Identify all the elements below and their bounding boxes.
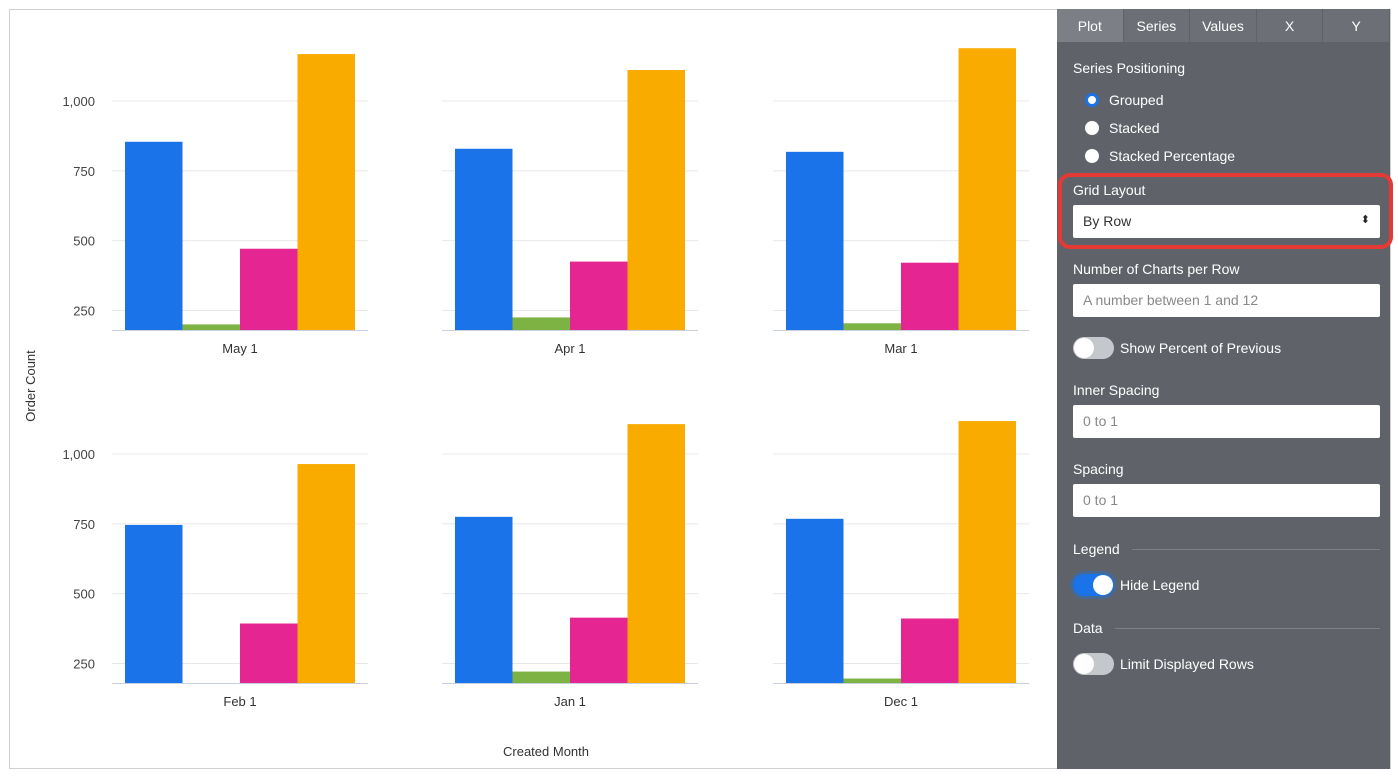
spacing-label: Spacing — [1073, 461, 1124, 477]
bar — [958, 48, 1016, 330]
grid-layout-value: By Row — [1083, 213, 1132, 229]
limit-rows-toggle[interactable] — [1073, 653, 1114, 675]
x-axis-label: Created Month — [503, 744, 589, 759]
hide-legend-toggle[interactable] — [1073, 574, 1114, 596]
y-tick-label: 500 — [73, 234, 95, 249]
panel-label: Apr 1 — [554, 341, 585, 356]
toggle-knob — [1074, 338, 1094, 358]
toggle-knob — [1093, 575, 1113, 595]
bar — [240, 623, 298, 683]
radio-grouped[interactable]: Grouped — [1085, 92, 1163, 108]
small-multiples-chart: Order Count Created Month 250 500 750 1,000… — [23, 48, 1029, 759]
y-tick-label: 500 — [73, 587, 95, 602]
panel-label: May 1 — [222, 341, 257, 356]
data-section-title: Data — [1073, 620, 1103, 636]
bar — [843, 678, 901, 683]
legend-section-title: Legend — [1073, 541, 1120, 557]
spacing-input[interactable]: 0 to 1 — [1073, 484, 1380, 517]
legend-section: Legend — [1073, 541, 1380, 557]
divider — [1131, 548, 1380, 550]
inner-spacing-input[interactable]: 0 to 1 — [1073, 405, 1380, 438]
radio-checked-icon — [1085, 93, 1099, 107]
bar — [512, 317, 570, 330]
bar — [627, 424, 685, 683]
y-tick-label: 1,000 — [62, 94, 95, 109]
bar — [786, 518, 844, 683]
bar — [570, 617, 628, 683]
radio-stacked[interactable]: Stacked — [1085, 120, 1160, 136]
bar — [627, 70, 685, 330]
y-tick-label: 750 — [73, 164, 95, 179]
show-percent-toggle[interactable] — [1073, 337, 1114, 359]
settings-panel: Plot Series Values X Y Series Positionin… — [1057, 9, 1390, 769]
radio-stacked-percentage[interactable]: Stacked Percentage — [1085, 148, 1235, 164]
select-arrows-icon: ⬍ — [1360, 214, 1370, 226]
bar — [455, 148, 513, 330]
radio-label: Stacked — [1109, 120, 1160, 136]
tab-x[interactable]: X — [1257, 9, 1324, 42]
show-percent-label: Show Percent of Previous — [1120, 340, 1282, 356]
radio-label: Stacked Percentage — [1109, 148, 1236, 164]
grid-layout-select[interactable]: By Row ⬍ — [1073, 205, 1380, 238]
bar — [125, 524, 183, 683]
charts-per-row-label: Number of Charts per Row — [1073, 261, 1240, 277]
bar — [901, 262, 959, 330]
bar — [297, 54, 355, 331]
bar — [182, 324, 240, 330]
tab-plot[interactable]: Plot — [1057, 9, 1124, 42]
settings-tabs: Plot Series Values X Y — [1057, 9, 1390, 42]
limit-rows-label: Limit Displayed Rows — [1120, 656, 1254, 672]
panel-label: Jan 1 — [554, 694, 586, 709]
divider — [1114, 627, 1380, 629]
bar — [901, 618, 959, 683]
bar — [786, 151, 844, 330]
bar — [512, 671, 570, 683]
series-positioning-label: Series Positioning — [1073, 60, 1186, 76]
data-section: Data — [1073, 620, 1380, 636]
y-tick-label: 1,000 — [62, 447, 95, 462]
tab-values[interactable]: Values — [1190, 9, 1257, 42]
y-tick-label: 250 — [73, 656, 95, 671]
radio-unchecked-icon — [1085, 149, 1099, 163]
charts-per-row-input[interactable]: A number between 1 and 12 — [1073, 284, 1380, 317]
grid-layout-highlight — [1058, 173, 1393, 249]
toggle-knob — [1074, 654, 1094, 674]
bar — [125, 141, 183, 330]
y-axis-label: Order Count — [23, 350, 38, 422]
bar — [297, 464, 355, 683]
inner-spacing-label: Inner Spacing — [1073, 382, 1160, 398]
bar — [843, 323, 901, 330]
tab-series[interactable]: Series — [1124, 9, 1191, 42]
tab-y[interactable]: Y — [1323, 9, 1390, 42]
y-tick-label: 250 — [73, 303, 95, 318]
bar — [455, 516, 513, 683]
bar — [240, 248, 298, 330]
hide-legend-label: Hide Legend — [1120, 577, 1200, 593]
radio-unchecked-icon — [1085, 121, 1099, 135]
radio-label: Grouped — [1109, 92, 1164, 108]
bar — [958, 421, 1016, 683]
panel-label: Feb 1 — [223, 694, 256, 709]
panel-label: Mar 1 — [884, 341, 917, 356]
panel-label: Dec 1 — [884, 694, 918, 709]
bar — [570, 261, 628, 330]
y-tick-label: 750 — [73, 517, 95, 532]
grid-layout-label: Grid Layout — [1073, 182, 1146, 198]
